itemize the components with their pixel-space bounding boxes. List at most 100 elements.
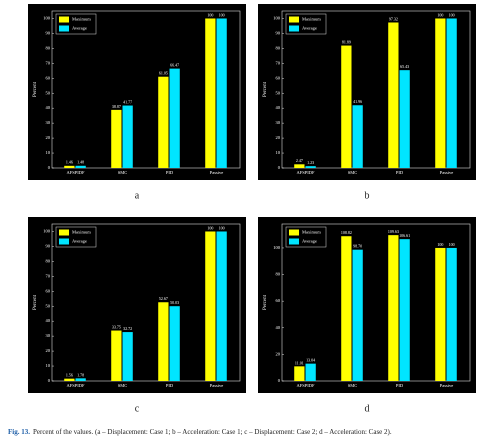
legend-label: Average: [302, 239, 317, 244]
value-label: 1.46: [66, 160, 73, 165]
bar: [75, 378, 86, 381]
y-tick-label: 90: [46, 30, 51, 35]
y-tick-label: 100: [273, 245, 281, 250]
y-tick-label: 80: [46, 258, 51, 263]
x-tick-label: Passive: [440, 383, 454, 388]
bar: [111, 330, 122, 381]
panel-label: b: [365, 190, 370, 201]
panel-label: a: [135, 190, 140, 201]
legend-swatch: [59, 16, 69, 23]
bar: [122, 332, 133, 381]
y-tick-label: 60: [46, 288, 51, 293]
value-label: 41.96: [353, 99, 362, 104]
value-label: 100: [437, 12, 443, 17]
y-tick-label: 90: [276, 30, 281, 35]
y-tick-label: 0: [278, 378, 281, 383]
value-label: 100: [219, 12, 225, 17]
value-label: 109.63: [388, 229, 399, 234]
x-tick-label: Passive: [210, 170, 224, 175]
value-label: 81.89: [342, 39, 351, 44]
y-tick-label: 70: [276, 60, 281, 65]
y-axis-label: Percent: [33, 294, 38, 310]
bar: [305, 166, 316, 168]
y-tick-label: 60: [276, 75, 281, 80]
y-tick-label: 40: [276, 325, 281, 330]
x-tick-label: PID: [396, 170, 404, 175]
bar: [305, 363, 316, 381]
x-tick-label: SMC: [348, 383, 358, 388]
bar: [435, 247, 446, 381]
x-tick-label: Passive: [440, 170, 454, 175]
y-tick-label: 0: [48, 165, 51, 170]
y-tick-label: 10: [46, 363, 51, 368]
plot-frame: [281, 223, 471, 382]
value-label: 61.05: [159, 71, 168, 76]
y-tick-label: 20: [276, 135, 281, 140]
bar: [169, 306, 180, 381]
bar: [446, 247, 457, 381]
y-tick-label: 20: [276, 351, 281, 356]
value-label: 2.47: [296, 158, 303, 163]
value-label: 1.78: [77, 372, 84, 377]
value-label: 33.75: [112, 324, 121, 329]
bar: [122, 105, 133, 168]
bar: [341, 45, 352, 169]
x-tick-label: PID: [396, 383, 404, 388]
bar: [294, 366, 305, 381]
legend-label: Average: [72, 239, 87, 244]
y-tick-label: 70: [46, 60, 51, 65]
caption-label: Fig. 13.: [8, 428, 30, 436]
x-tick-label: PID: [166, 170, 174, 175]
value-label: 38.87: [112, 104, 121, 109]
value-label: 1.48: [77, 160, 84, 165]
bar: [446, 18, 457, 168]
y-tick-label: 40: [46, 105, 51, 110]
legend-label: Maximum: [72, 230, 91, 235]
bar: [388, 22, 399, 168]
plot-frame: [51, 10, 241, 169]
bar: [216, 231, 227, 381]
legend-label: Maximum: [302, 230, 321, 235]
y-axis-label: Percent: [263, 81, 268, 97]
bar: [435, 18, 446, 168]
bar: [158, 302, 169, 381]
bar: [388, 235, 399, 381]
y-tick-label: 60: [276, 298, 281, 303]
bar: [399, 239, 410, 381]
x-tick-label: PID: [166, 383, 174, 388]
value-label: 11.01: [295, 360, 304, 365]
y-tick-label: 10: [46, 150, 51, 155]
bar: [158, 76, 169, 168]
plot-frame: [51, 223, 241, 382]
value-label: 100: [219, 225, 225, 230]
x-tick-label: AFSPIDF: [66, 383, 85, 388]
bar: [169, 68, 180, 168]
caption-text: Percent of the values. (a – Displacement…: [33, 428, 392, 436]
legend-swatch: [59, 229, 69, 236]
y-tick-label: 0: [48, 378, 51, 383]
bar: [205, 18, 216, 168]
bar: [216, 18, 227, 168]
y-tick-label: 10: [276, 150, 281, 155]
x-tick-label: AFSPIDF: [296, 383, 315, 388]
x-tick-label: Passive: [210, 383, 224, 388]
legend-label: Average: [72, 26, 87, 31]
y-tick-label: 60: [46, 75, 51, 80]
value-label: 106.61: [399, 233, 410, 238]
value-label: 97.32: [389, 16, 398, 21]
y-tick-label: 100: [273, 16, 281, 21]
panel-label: c: [135, 403, 140, 414]
plot-frame: [281, 10, 471, 169]
y-tick-label: 50: [46, 303, 51, 308]
y-tick-label: 30: [46, 333, 51, 338]
value-label: 50.03: [170, 300, 179, 305]
caption: Fig. 13. Percent of the values. (a – Disp…: [8, 428, 392, 436]
legend-label: Maximum: [72, 17, 91, 22]
y-axis-label: Percent: [33, 81, 38, 97]
value-label: 13.04: [306, 358, 315, 363]
x-tick-label: SMC: [118, 383, 128, 388]
legend-swatch: [59, 238, 69, 245]
value-label: 65.43: [400, 64, 409, 69]
bar: [399, 70, 410, 168]
